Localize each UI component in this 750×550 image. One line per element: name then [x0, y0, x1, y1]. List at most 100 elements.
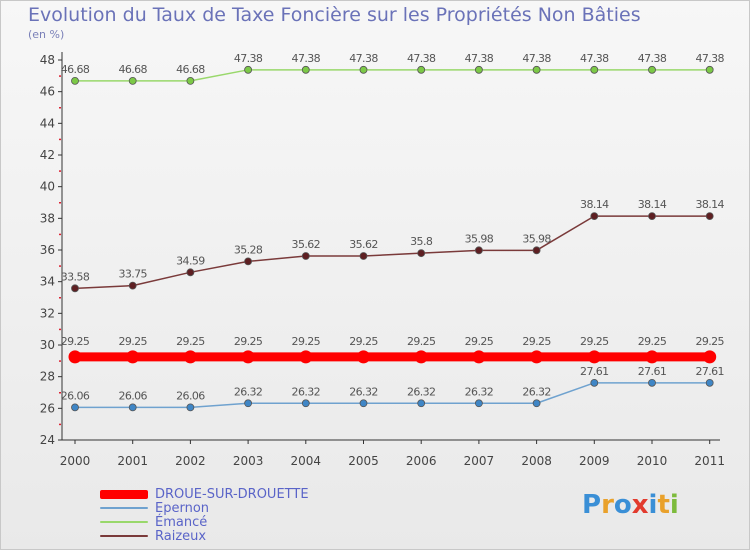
- y-minor-tick: [59, 107, 61, 109]
- data-point: [183, 350, 197, 364]
- data-point: [126, 350, 140, 364]
- data-point: [532, 399, 541, 408]
- data-label: 29.25: [61, 335, 90, 348]
- data-label: 47.38: [580, 52, 609, 65]
- y-tick-label: 38: [40, 211, 55, 225]
- x-tick-label: 2007: [464, 454, 495, 468]
- data-label: 47.38: [695, 52, 724, 65]
- unit-label: (en %): [28, 28, 65, 41]
- data-point: [532, 65, 541, 74]
- logo-letter: x: [631, 490, 649, 520]
- data-point: [417, 249, 426, 258]
- legend-swatch-emance: [100, 521, 148, 523]
- data-point: [474, 246, 483, 255]
- data-point: [244, 65, 253, 74]
- data-label: 26.06: [118, 389, 147, 402]
- series-line: [74, 215, 711, 290]
- logo-letter: i: [669, 490, 679, 520]
- data-point: [532, 246, 541, 255]
- data-point: [417, 399, 426, 408]
- data-point: [590, 212, 599, 221]
- y-tick-label: 30: [40, 338, 55, 352]
- data-label: 46.68: [118, 63, 147, 76]
- data-label: 33.75: [118, 268, 147, 281]
- data-point: [241, 350, 255, 364]
- x-tick-label: 2000: [60, 454, 91, 468]
- y-tick-label: 26: [40, 401, 55, 415]
- data-label: 26.32: [234, 385, 263, 398]
- data-label: 35.98: [465, 232, 494, 245]
- legend-item-epernon: Epernon: [100, 500, 210, 516]
- y-minor-tick: [59, 265, 61, 267]
- data-point: [705, 65, 714, 74]
- data-label: 29.25: [580, 335, 609, 348]
- data-label: 29.25: [176, 335, 205, 348]
- y-tick-label: 34: [40, 275, 55, 289]
- data-point: [186, 268, 195, 277]
- data-label: 38.14: [580, 198, 609, 211]
- y-tick-label: 36: [40, 243, 55, 257]
- data-label: 34.59: [176, 254, 205, 267]
- data-label: 47.38: [292, 52, 321, 65]
- data-label: 29.25: [118, 335, 147, 348]
- data-point: [472, 350, 486, 364]
- y-tick-label: 48: [40, 53, 55, 67]
- y-minor-tick: [59, 297, 61, 299]
- data-label: 29.25: [465, 335, 494, 348]
- x-tick-label: 2003: [233, 454, 264, 468]
- x-tick-label: 2008: [521, 454, 552, 468]
- data-point: [648, 378, 656, 387]
- data-label: 47.38: [465, 52, 494, 65]
- data-label: 29.25: [292, 335, 321, 348]
- legend-item-raizeux: Raizeux: [100, 528, 207, 544]
- data-label: 27.61: [695, 365, 724, 378]
- data-point: [71, 77, 79, 85]
- data-point: [590, 378, 599, 387]
- data-label: 38.14: [695, 198, 724, 211]
- data-point: [71, 284, 79, 293]
- data-point: [68, 350, 82, 364]
- data-label: 26.06: [176, 389, 205, 402]
- x-tick-label: 2009: [579, 454, 610, 468]
- data-point: [648, 65, 656, 74]
- data-label: 38.14: [638, 198, 667, 211]
- y-tick-label: 24: [40, 433, 55, 447]
- data-label: 29.25: [349, 335, 378, 348]
- legend-label-raizeux: Raizeux: [155, 528, 207, 544]
- data-label: 46.68: [176, 63, 205, 76]
- data-label: 47.38: [407, 52, 436, 65]
- series-line: [74, 69, 711, 82]
- y-minor-tick: [59, 360, 61, 362]
- y-minor-tick: [59, 170, 61, 172]
- data-label: 35.62: [292, 238, 321, 251]
- logo-letter: P: [582, 490, 602, 520]
- data-point: [186, 403, 195, 412]
- logo-letter: i: [648, 490, 658, 520]
- y-tick-label: 40: [40, 180, 55, 194]
- data-point: [705, 212, 714, 221]
- legend-swatch-droue: [100, 489, 148, 499]
- x-tick-label: 2001: [117, 454, 148, 468]
- data-point: [474, 65, 483, 74]
- series-line: [74, 382, 711, 409]
- data-label: 27.61: [580, 365, 609, 378]
- data-point: [417, 65, 426, 74]
- data-point: [530, 350, 544, 364]
- proxiti-logo: Proxiti: [582, 490, 679, 520]
- y-minor-tick: [59, 233, 61, 236]
- data-point: [590, 65, 599, 74]
- logo-letter: t: [657, 490, 670, 520]
- data-point: [244, 257, 253, 266]
- logo-letter: o: [613, 490, 632, 520]
- data-label: 47.38: [522, 52, 551, 65]
- y-minor-tick: [59, 423, 61, 426]
- chart-title: Evolution du Taux de Taxe Foncière sur l…: [28, 4, 641, 26]
- data-label: 29.25: [407, 335, 436, 348]
- data-label: 35.98: [522, 232, 551, 245]
- data-point: [587, 350, 601, 364]
- data-label: 26.06: [61, 389, 90, 402]
- y-minor-tick: [59, 75, 61, 77]
- legend-label-epernon: Epernon: [155, 500, 210, 516]
- y-minor-tick: [59, 328, 61, 331]
- data-label: 47.38: [349, 52, 378, 65]
